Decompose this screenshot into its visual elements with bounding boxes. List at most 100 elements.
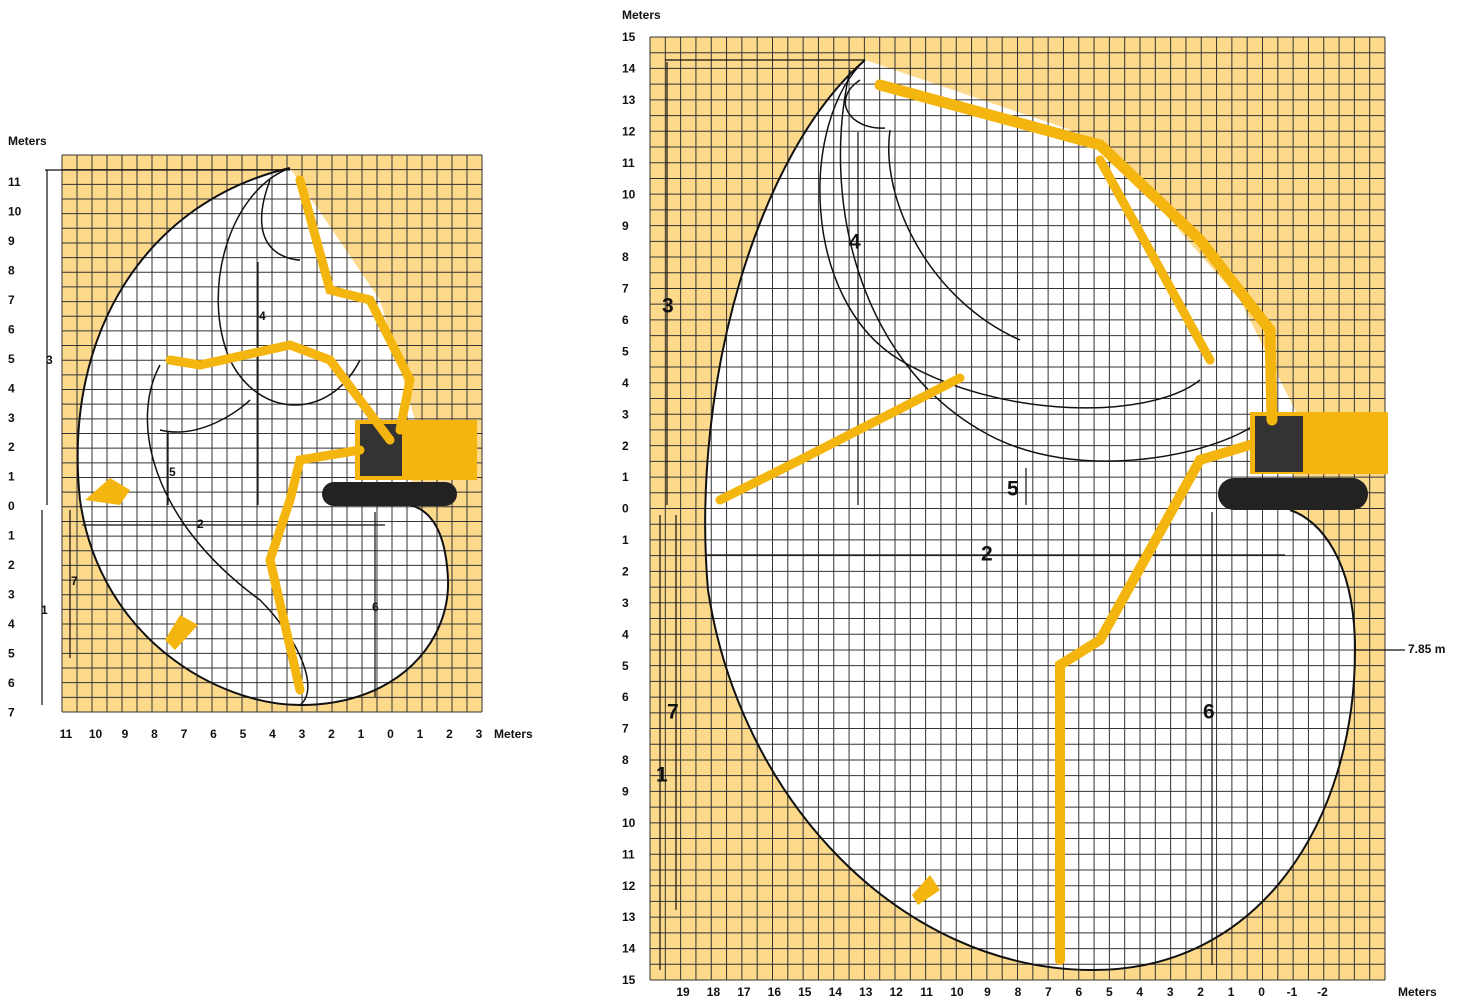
envelope bbox=[76, 167, 450, 707]
y-tick-label: 14 bbox=[622, 942, 636, 956]
x-tick-label: 7 bbox=[181, 727, 188, 741]
y-tick-label: 11 bbox=[622, 847, 635, 861]
y-tick-label: 5 bbox=[622, 659, 629, 673]
y-tick-label: 2 bbox=[622, 564, 629, 578]
arc bbox=[819, 59, 1201, 409]
y-tick-label: 3 bbox=[622, 407, 629, 421]
x-tick-label: 10 bbox=[950, 985, 964, 999]
dimension-lines bbox=[659, 59, 1405, 970]
x-tick-label: -2 bbox=[1317, 985, 1328, 999]
y-tick-label: 4 bbox=[8, 617, 15, 631]
arc bbox=[146, 364, 309, 706]
x-tick-label: 11 bbox=[60, 727, 73, 741]
left-panel: Meters Meters 1 2 3 4 5 6 7 111098765432… bbox=[8, 134, 533, 741]
y-tick-label: 6 bbox=[622, 690, 629, 704]
x-tick-label: 1 bbox=[358, 727, 365, 741]
dimension-label: 5 bbox=[169, 465, 176, 479]
dimension-label: 1 bbox=[656, 764, 668, 787]
dimension-label: 2 bbox=[981, 543, 993, 566]
dimension-label: 6 bbox=[372, 600, 379, 614]
x-tick-label: 10 bbox=[89, 727, 103, 741]
dimension-lines bbox=[41, 169, 385, 705]
grid bbox=[61, 154, 483, 713]
y-tick-label: 7 bbox=[622, 282, 629, 296]
y-tick-label: 9 bbox=[622, 219, 629, 233]
dimension-label: 1 bbox=[41, 603, 48, 617]
y-tick-label: 4 bbox=[622, 376, 629, 390]
dimension-label: 4 bbox=[849, 231, 861, 254]
dimension-label: 5 bbox=[1007, 478, 1019, 501]
x-tick-label: 11 bbox=[920, 985, 933, 999]
x-tick-label: 5 bbox=[1106, 985, 1113, 999]
excavator bbox=[85, 175, 477, 695]
y-tick-label: 3 bbox=[8, 587, 15, 601]
y-axis-label: Meters bbox=[622, 8, 661, 22]
x-tick-label: 18 bbox=[707, 985, 721, 999]
x-tick-label: 2 bbox=[328, 727, 335, 741]
x-tick-label: 2 bbox=[446, 727, 453, 741]
x-tick-label: 4 bbox=[1136, 985, 1143, 999]
y-tick-label: 14 bbox=[622, 62, 636, 76]
right-panel: Meters Meters 7.85 m 1 2 3 4 5 6 7 15141… bbox=[622, 8, 1445, 999]
y-tick-label: 12 bbox=[622, 879, 636, 893]
y-tick-label: 10 bbox=[622, 816, 636, 830]
y-tick-label: 11 bbox=[8, 175, 21, 189]
y-tick-label: 1 bbox=[8, 529, 15, 543]
x-axis-label: Meters bbox=[1398, 985, 1437, 999]
x-tick-label: 13 bbox=[859, 985, 873, 999]
arc bbox=[839, 69, 1261, 462]
y-tick-label: 1 bbox=[622, 470, 629, 484]
dimension-label: 2 bbox=[197, 517, 204, 531]
y-tick-label: 1 bbox=[622, 533, 629, 547]
y-tick-label: 0 bbox=[622, 502, 629, 516]
x-tick-label: 19 bbox=[676, 985, 690, 999]
y-tick-label: 1 bbox=[8, 470, 15, 484]
y-tick-label: 5 bbox=[8, 352, 15, 366]
y-tick-label: 7 bbox=[622, 722, 629, 736]
x-tick-label: -1 bbox=[1287, 985, 1298, 999]
x-tick-label: 9 bbox=[122, 727, 129, 741]
x-tick-label: 4 bbox=[269, 727, 276, 741]
y-tick-label: 0 bbox=[8, 499, 15, 513]
y-tick-label: 5 bbox=[622, 344, 629, 358]
y-tick-label: 9 bbox=[622, 784, 629, 798]
y-tick-label: 6 bbox=[622, 313, 629, 327]
y-tick-label: 2 bbox=[8, 558, 15, 572]
y-axis-label: Meters bbox=[8, 134, 47, 148]
envelope-fill bbox=[705, 60, 1355, 971]
dimension-label: 3 bbox=[46, 353, 53, 367]
y-tick-label: 8 bbox=[622, 753, 629, 767]
x-tick-label: 2 bbox=[1197, 985, 1204, 999]
arc bbox=[844, 79, 1021, 341]
x-tick-label: 0 bbox=[1258, 985, 1265, 999]
x-tick-label: 14 bbox=[829, 985, 843, 999]
dimension-label: 7 bbox=[667, 701, 679, 724]
x-axis-label: Meters bbox=[494, 727, 533, 741]
y-tick-label: 6 bbox=[8, 322, 15, 336]
y-tick-label: 15 bbox=[622, 30, 636, 44]
y-tick-label: 4 bbox=[622, 627, 629, 641]
y-tick-label: 13 bbox=[622, 910, 636, 924]
y-tick-label: 10 bbox=[622, 187, 636, 201]
y-tick-label: 7 bbox=[8, 705, 15, 719]
x-tick-label: 8 bbox=[1015, 985, 1022, 999]
y-tick-label: 3 bbox=[622, 596, 629, 610]
dimension-label: 7 bbox=[71, 574, 78, 588]
y-tick-label: 11 bbox=[622, 156, 635, 170]
y-tick-label: 2 bbox=[8, 440, 15, 454]
y-tick-label: 7 bbox=[8, 293, 15, 307]
y-tick-label: 15 bbox=[622, 973, 636, 987]
envelope-fill bbox=[77, 168, 449, 705]
x-tick-label: 8 bbox=[151, 727, 158, 741]
y-tick-label: 10 bbox=[8, 205, 22, 219]
arc bbox=[159, 179, 301, 433]
y-tick-label: 8 bbox=[8, 264, 15, 278]
excavator bbox=[715, 79, 1388, 965]
x-tick-label: 7 bbox=[1045, 985, 1052, 999]
x-tick-label: 12 bbox=[889, 985, 903, 999]
x-tick-label: 6 bbox=[210, 727, 217, 741]
y-tick-label: 13 bbox=[622, 93, 636, 107]
y-tick-label: 12 bbox=[622, 124, 636, 138]
x-tick-label: 1 bbox=[417, 727, 424, 741]
